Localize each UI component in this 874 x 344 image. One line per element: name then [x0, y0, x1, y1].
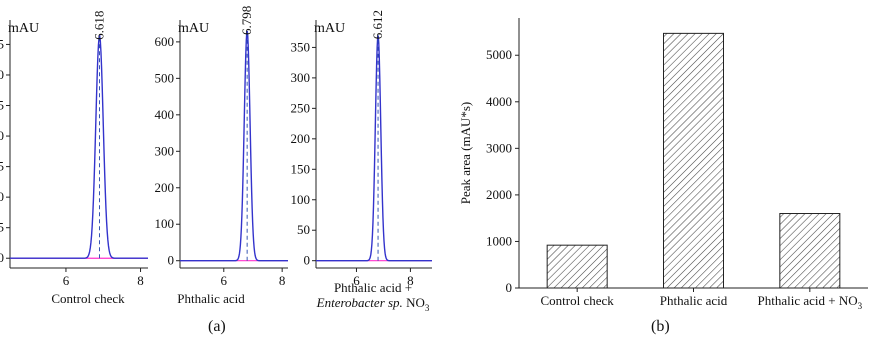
y-tick-label: 350 [291, 39, 311, 54]
y-tick-label: 400 [155, 107, 175, 122]
y-tick-label: 300 [291, 70, 311, 85]
y-tick-label: 100 [291, 192, 311, 207]
y-tick-label: 50 [297, 222, 310, 237]
chromatogram-phthalic-acid: mAU 0 100 200 300 400 500 600 6 8 6.798 Phthalic ac… [155, 6, 288, 306]
x-tick-label: Control check [541, 293, 615, 308]
x-tick-label: 8 [407, 273, 414, 288]
chromatogram-trace [10, 33, 148, 259]
y-tick-label: 0 [304, 253, 311, 268]
chromatogram-trace [316, 35, 432, 262]
chromatogram-phthalic-acid-enterobacter: mAU 0 50 100 150 200 250 300 350 6 8 6.612 Phthalic … [291, 10, 432, 313]
y-tick-label: 175 [0, 36, 4, 51]
chromatogram-control-check: mAU 0 25 50 75 100 125 150 175 6 8 6.618 Control che… [0, 11, 148, 306]
chromatogram-trace [180, 30, 288, 262]
chromatogram-caption: Enterobacter sp. NO3 [316, 295, 430, 313]
x-tick-label: 6 [63, 273, 70, 288]
y-tick-label: 75 [0, 159, 4, 174]
x-tick-label: Phthalic acid + NO3 [758, 293, 863, 311]
x-tick-label: 8 [137, 273, 144, 288]
y-tick-label: 100 [155, 216, 175, 231]
y-tick-label: 1000 [486, 233, 512, 248]
panel-a-label: (a) [208, 318, 226, 335]
y-tick-label: 0 [506, 280, 513, 295]
chromatogram-caption: Phthalic acid + [334, 280, 412, 295]
y-tick-label: 3000 [486, 140, 512, 155]
y-tick-label: 500 [155, 70, 175, 85]
y-unit-label: mAU [8, 21, 39, 36]
x-tick-label: 6 [221, 273, 228, 288]
bar [546, 244, 608, 289]
x-tick-label: 8 [279, 273, 286, 288]
y-tick-label: 200 [155, 180, 175, 195]
y-tick-label: 2000 [486, 187, 512, 202]
y-tick-label: 0 [168, 253, 175, 268]
y-tick-label: 300 [155, 143, 175, 158]
peak-retention-label: 6.618 [92, 11, 107, 40]
y-tick-label: 100 [0, 128, 4, 143]
x-tick-label: Phthalic acid [660, 293, 728, 308]
y-tick-label: 25 [0, 220, 4, 235]
peak-retention-label: 6.798 [239, 6, 254, 35]
y-tick-label: 150 [0, 67, 4, 82]
y-tick-label: 5000 [486, 47, 512, 62]
panel-b-label: (b) [651, 318, 670, 335]
x-tick-label: 6 [353, 273, 360, 288]
y-tick-label: 4000 [486, 94, 512, 109]
bar [663, 32, 724, 289]
peak-retention-label: 6.612 [370, 10, 385, 39]
y-tick-label: 150 [291, 161, 311, 176]
y-tick-label: 0 [0, 250, 4, 265]
y-tick-label: 200 [291, 131, 311, 146]
bar [779, 213, 841, 289]
y-tick-label: 600 [155, 34, 175, 49]
bar-chart-peak-area: 0 1000 2000 3000 4000 5000 Peak area (mAU*s) Co… [458, 18, 868, 311]
y-unit-label: mAU [314, 21, 345, 36]
y-tick-label: 50 [0, 189, 4, 204]
y-unit-label: mAU [178, 21, 209, 36]
y-axis-label: Peak area (mAU*s) [458, 102, 473, 205]
chromatogram-caption: Control check [51, 291, 125, 306]
chromatogram-caption: Phthalic acid [177, 291, 245, 306]
y-tick-label: 125 [0, 98, 4, 113]
y-tick-label: 250 [291, 100, 311, 115]
